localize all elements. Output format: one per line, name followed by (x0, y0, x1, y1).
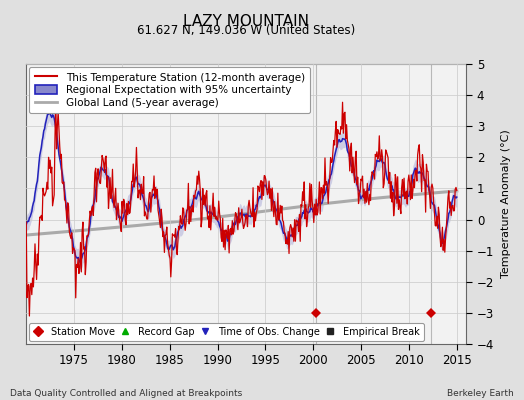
Text: 61.627 N, 149.036 W (United States): 61.627 N, 149.036 W (United States) (137, 24, 355, 37)
Legend: Station Move, Record Gap, Time of Obs. Change, Empirical Break: Station Move, Record Gap, Time of Obs. C… (29, 323, 423, 341)
Text: Data Quality Controlled and Aligned at Breakpoints: Data Quality Controlled and Aligned at B… (10, 389, 243, 398)
Text: LAZY MOUNTAIN: LAZY MOUNTAIN (183, 14, 309, 29)
Y-axis label: Temperature Anomaly (°C): Temperature Anomaly (°C) (501, 130, 511, 278)
Text: Berkeley Earth: Berkeley Earth (447, 389, 514, 398)
